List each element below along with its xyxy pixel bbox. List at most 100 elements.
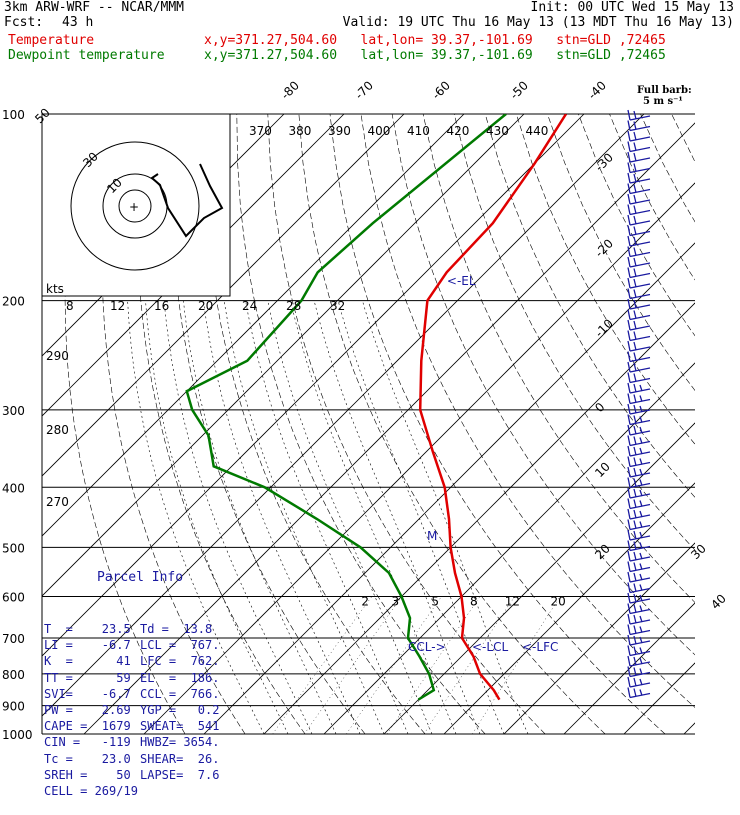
wind-barb <box>628 404 650 414</box>
parcel-info-left: CIN = -119 <box>44 734 140 750</box>
wind-barb <box>628 572 650 582</box>
wind-barb <box>628 131 650 141</box>
hodograph-speed-label: 28 <box>286 299 301 313</box>
wind-barb <box>628 236 650 246</box>
mixing-ratio-label: 12 <box>505 594 520 608</box>
barb-key-title: Full barb: <box>637 85 692 96</box>
parcel-info-left: K = 41 <box>44 653 140 669</box>
dry-adiabat <box>578 114 740 734</box>
wind-barb <box>628 656 650 666</box>
pressure-label: 400 <box>2 481 25 495</box>
pressure-label: 100 <box>2 108 25 122</box>
wind-barb <box>628 226 650 236</box>
parcel-info-left: Tc = 23.0 <box>44 751 140 767</box>
parcel-info-right: SHEAR= 26. <box>140 751 219 767</box>
pressure-label: 800 <box>2 668 25 682</box>
mixing-ratio-label: 2 <box>361 594 369 608</box>
parcel-info-left: SVI= -6.7 <box>44 686 140 702</box>
wind-barb <box>628 257 650 267</box>
wind-barb <box>628 562 650 572</box>
kts-label: kts <box>46 282 64 296</box>
mixing-ratio-label: 8 <box>470 594 478 608</box>
wind-barb <box>628 635 650 645</box>
isotherm-label: -20 <box>592 236 616 260</box>
mixing-ratio-label: 20 <box>550 594 565 608</box>
wind-barb <box>628 215 650 225</box>
theta-label: 290 <box>46 349 69 363</box>
wind-barb <box>628 667 650 677</box>
wind-barb <box>628 341 650 351</box>
wind-barb <box>628 520 650 530</box>
parcel-info-row: CELL = 269/19 <box>44 783 236 799</box>
pressure-label: 500 <box>2 541 25 555</box>
theta-e-label: 400 <box>368 124 391 138</box>
parcel-info-right: CCL = 766. <box>140 686 219 702</box>
wind-barb <box>628 205 650 215</box>
wind-barb <box>628 467 650 477</box>
theta-label: 270 <box>46 495 69 509</box>
wind-barb <box>628 394 650 404</box>
pressure-label: 200 <box>2 295 25 309</box>
wind-barb <box>628 331 650 341</box>
wind-barb <box>628 247 650 257</box>
mixing-ratio-line <box>273 597 372 735</box>
wind-barb <box>628 310 650 320</box>
wind-barb <box>628 173 650 183</box>
ccl-label: CCL-> <box>408 640 446 654</box>
wind-barb <box>628 614 650 624</box>
wind-barb <box>628 373 650 383</box>
parcel-info-right: SWEAT= 541 <box>140 718 219 734</box>
wind-barb <box>628 278 650 288</box>
isotherm-label: -30 <box>592 150 616 174</box>
theta-e-label: 430 <box>486 124 509 138</box>
wind-barb <box>628 499 650 509</box>
isotherm-label: -10 <box>592 316 616 340</box>
pressure-label: 600 <box>2 590 25 604</box>
mixing-ratio-line <box>304 597 402 735</box>
wind-barb <box>628 436 650 446</box>
parcel-info-left: CAPE = 1679 <box>44 718 140 734</box>
parcel-info-left: T = 23.5 <box>44 621 140 637</box>
theta-e-label: 380 <box>289 124 312 138</box>
wind-barb <box>628 268 650 278</box>
wind-barb <box>628 509 650 519</box>
hodograph-speed-label: 24 <box>242 299 257 313</box>
theta-e-label: 410 <box>407 124 430 138</box>
theta-e-label: 390 <box>328 124 351 138</box>
wind-barb <box>628 677 650 687</box>
wind-barb <box>628 604 650 614</box>
parcel-info-right: HWBZ= 3654. <box>140 734 219 750</box>
el-label: <-EL <box>447 274 476 288</box>
pressure-label: 300 <box>2 404 25 418</box>
parcel-info-right: LCL = 767. <box>140 637 219 653</box>
theta-e-label: 370 <box>249 124 272 138</box>
parcel-info-left: SREH = 50 <box>44 767 140 783</box>
pressure-label: 1000 <box>2 728 33 740</box>
pressure-label: 700 <box>2 632 25 646</box>
isotherm-label: 30 <box>688 541 709 562</box>
wind-barb <box>628 646 650 656</box>
wind-barb <box>628 446 650 456</box>
moist-adiabat <box>362 301 528 734</box>
wind-barb <box>628 625 650 635</box>
wind-barb <box>628 541 650 551</box>
lfc-label: <-LFC <box>522 640 558 654</box>
mixing-ratio-label: 5 <box>431 594 439 608</box>
lcl-label: <-LCL <box>472 640 508 654</box>
isotherm-line <box>564 114 740 734</box>
isotherm-label: 0 <box>592 400 607 415</box>
moist-adiabat <box>314 301 480 734</box>
isotherm-label: -70 <box>352 78 376 102</box>
dry-adiabat <box>423 114 740 734</box>
mixing-ratio-line <box>346 597 441 735</box>
